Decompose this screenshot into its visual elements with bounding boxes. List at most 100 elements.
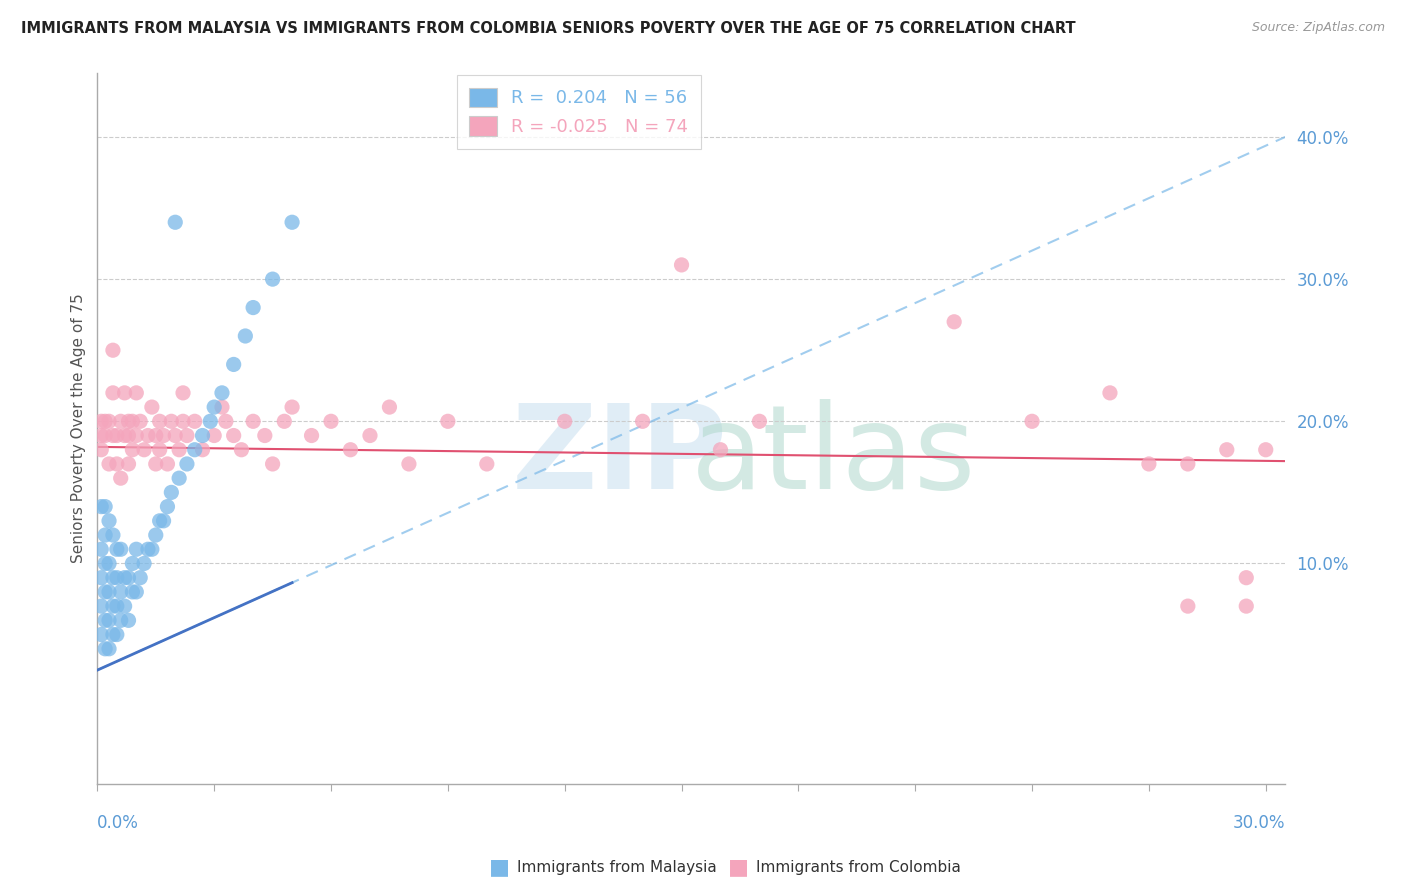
Point bbox=[149, 414, 172, 428]
Point bbox=[117, 414, 139, 428]
Point bbox=[110, 414, 132, 428]
Point bbox=[172, 385, 194, 400]
Point bbox=[125, 428, 148, 442]
Point bbox=[202, 428, 225, 442]
Point bbox=[105, 627, 128, 641]
Point bbox=[121, 585, 143, 599]
Point bbox=[105, 457, 128, 471]
Point bbox=[1216, 442, 1239, 457]
Point bbox=[167, 471, 190, 485]
Point bbox=[129, 414, 152, 428]
Point bbox=[145, 457, 167, 471]
Point bbox=[631, 414, 654, 428]
Point bbox=[94, 585, 117, 599]
Point bbox=[90, 599, 112, 614]
Point bbox=[281, 400, 304, 414]
Legend: R =  0.204   N = 56, R = -0.025   N = 74: R = 0.204 N = 56, R = -0.025 N = 74 bbox=[457, 75, 700, 149]
Point bbox=[94, 641, 117, 656]
Point bbox=[98, 585, 121, 599]
Point bbox=[105, 542, 128, 557]
Point bbox=[167, 442, 190, 457]
Point bbox=[156, 500, 179, 514]
Point bbox=[121, 442, 143, 457]
Point bbox=[125, 542, 148, 557]
Point bbox=[101, 599, 124, 614]
Point bbox=[132, 557, 155, 571]
Point bbox=[301, 428, 323, 442]
Point bbox=[129, 571, 152, 585]
Point bbox=[114, 571, 136, 585]
Point bbox=[359, 428, 381, 442]
Point bbox=[98, 641, 121, 656]
Point bbox=[101, 385, 124, 400]
Point bbox=[101, 428, 124, 442]
Point bbox=[94, 428, 117, 442]
Point bbox=[90, 542, 112, 557]
Point bbox=[262, 457, 284, 471]
Point bbox=[145, 528, 167, 542]
Point bbox=[152, 514, 174, 528]
Point bbox=[165, 428, 187, 442]
Point bbox=[183, 414, 205, 428]
Point bbox=[94, 557, 117, 571]
Point bbox=[202, 400, 225, 414]
Point bbox=[90, 571, 112, 585]
Point bbox=[90, 627, 112, 641]
Text: ■: ■ bbox=[489, 857, 509, 877]
Text: Source: ZipAtlas.com: Source: ZipAtlas.com bbox=[1251, 21, 1385, 34]
Point bbox=[152, 428, 174, 442]
Point bbox=[262, 272, 284, 286]
Point bbox=[114, 428, 136, 442]
Point bbox=[1137, 457, 1160, 471]
Point bbox=[253, 428, 276, 442]
Point bbox=[183, 442, 205, 457]
Point bbox=[437, 414, 460, 428]
Point bbox=[1177, 599, 1199, 614]
Point bbox=[136, 428, 159, 442]
Point bbox=[125, 385, 148, 400]
Point bbox=[105, 599, 128, 614]
Point bbox=[339, 442, 361, 457]
Point bbox=[101, 528, 124, 542]
Point bbox=[121, 414, 143, 428]
Point bbox=[165, 215, 187, 229]
Point bbox=[149, 514, 172, 528]
Point bbox=[1234, 571, 1257, 585]
Text: ZIP: ZIP bbox=[512, 400, 728, 515]
Point bbox=[233, 329, 256, 343]
Text: 0.0%: 0.0% bbox=[97, 814, 139, 832]
Text: ■: ■ bbox=[728, 857, 748, 877]
Point bbox=[90, 500, 112, 514]
Point bbox=[98, 414, 121, 428]
Point bbox=[671, 258, 693, 272]
Point bbox=[215, 414, 238, 428]
Point bbox=[141, 542, 163, 557]
Point bbox=[222, 358, 245, 372]
Point bbox=[101, 571, 124, 585]
Point bbox=[176, 457, 198, 471]
Point bbox=[1098, 385, 1121, 400]
Point bbox=[398, 457, 420, 471]
Point bbox=[191, 442, 214, 457]
Point bbox=[105, 428, 128, 442]
Point bbox=[160, 414, 183, 428]
Point bbox=[141, 400, 163, 414]
Point bbox=[1234, 599, 1257, 614]
Point bbox=[281, 215, 304, 229]
Point bbox=[98, 613, 121, 627]
Point bbox=[136, 542, 159, 557]
Point bbox=[1254, 442, 1277, 457]
Point bbox=[172, 414, 194, 428]
Text: 30.0%: 30.0% bbox=[1233, 814, 1285, 832]
Point bbox=[94, 613, 117, 627]
Point bbox=[110, 613, 132, 627]
Point bbox=[121, 557, 143, 571]
Text: atlas: atlas bbox=[692, 400, 977, 515]
Point bbox=[101, 343, 124, 358]
Point bbox=[211, 400, 233, 414]
Point bbox=[94, 414, 117, 428]
Point bbox=[110, 585, 132, 599]
Point bbox=[319, 414, 342, 428]
Text: IMMIGRANTS FROM MALAYSIA VS IMMIGRANTS FROM COLOMBIA SENIORS POVERTY OVER THE AG: IMMIGRANTS FROM MALAYSIA VS IMMIGRANTS F… bbox=[21, 21, 1076, 36]
Point bbox=[273, 414, 295, 428]
